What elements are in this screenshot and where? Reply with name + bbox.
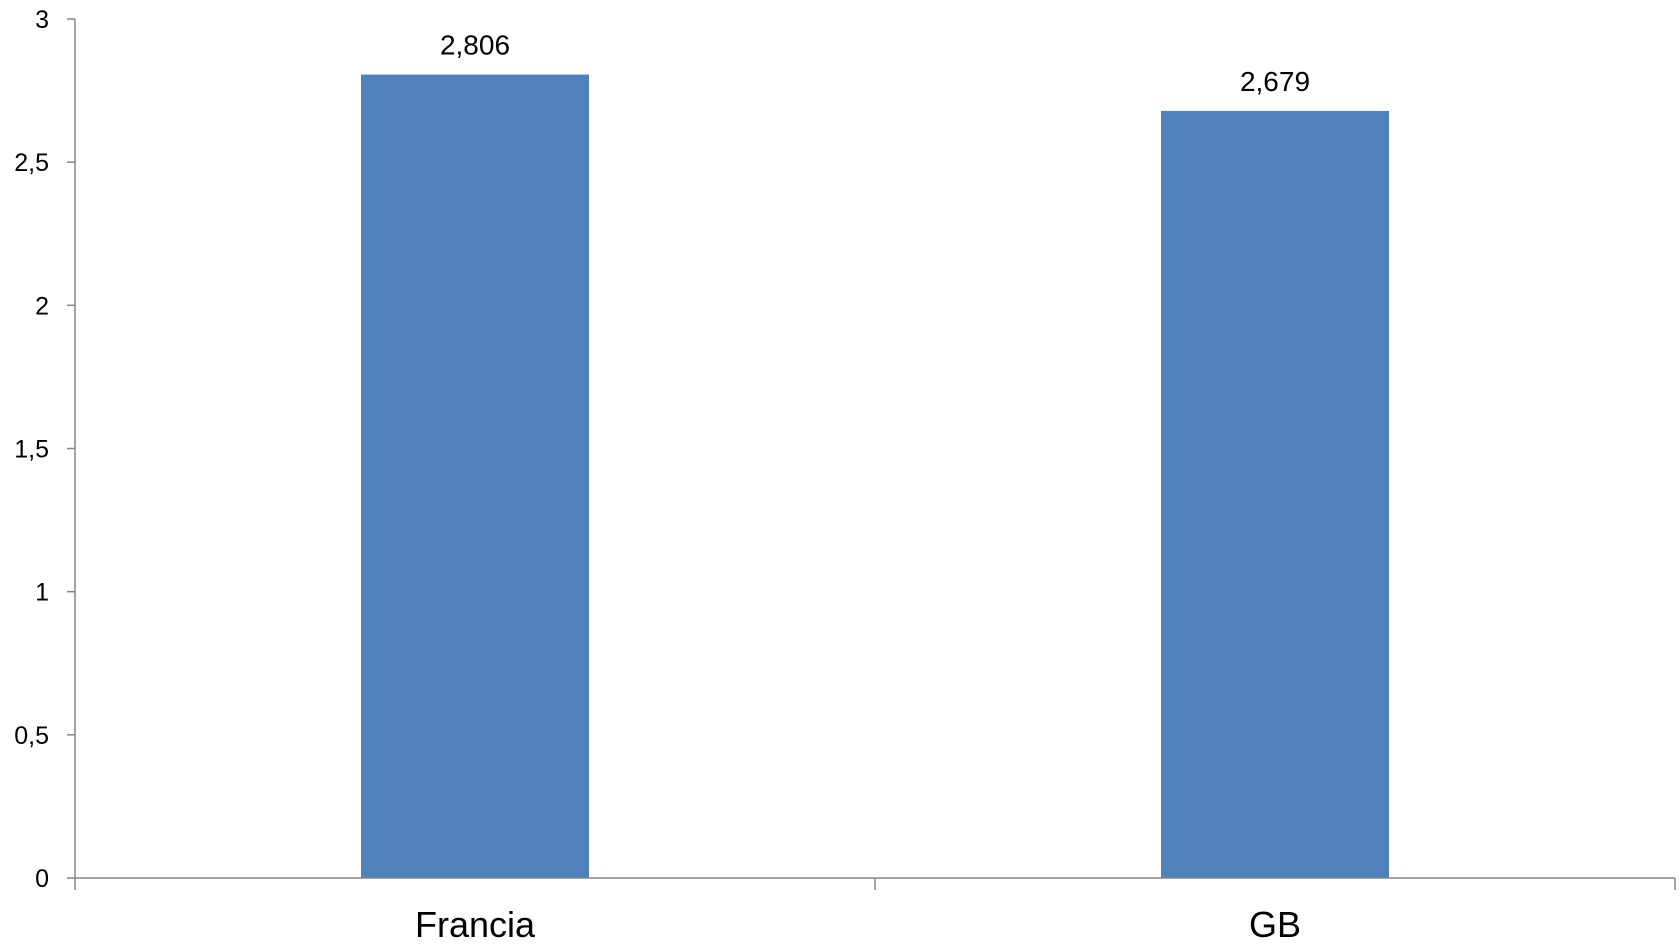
y-tick-label: 0,5 [14,722,49,750]
y-tick-label: 1 [35,579,49,607]
data-label-francia: 2,806 [440,30,510,61]
bar-gb [1161,110,1389,878]
y-tick-label: 1,5 [14,436,49,464]
y-tick-label: 2 [35,292,49,320]
y-tick-label: 2,5 [14,149,49,177]
axes-group [67,18,1676,890]
data-label-gb: 2,679 [1240,66,1310,97]
category-label-francia: Francia [415,904,536,945]
y-tick-label: 3 [35,6,49,34]
y-tick-label: 0 [35,865,49,893]
bars-group [361,74,1389,879]
category-label-gb: GB [1249,904,1301,945]
bar-francia [361,74,589,879]
labels-group: 2,806 Francia 2,679 GB 0 0,5 1 1,5 2 2,5 3 [14,6,1310,945]
